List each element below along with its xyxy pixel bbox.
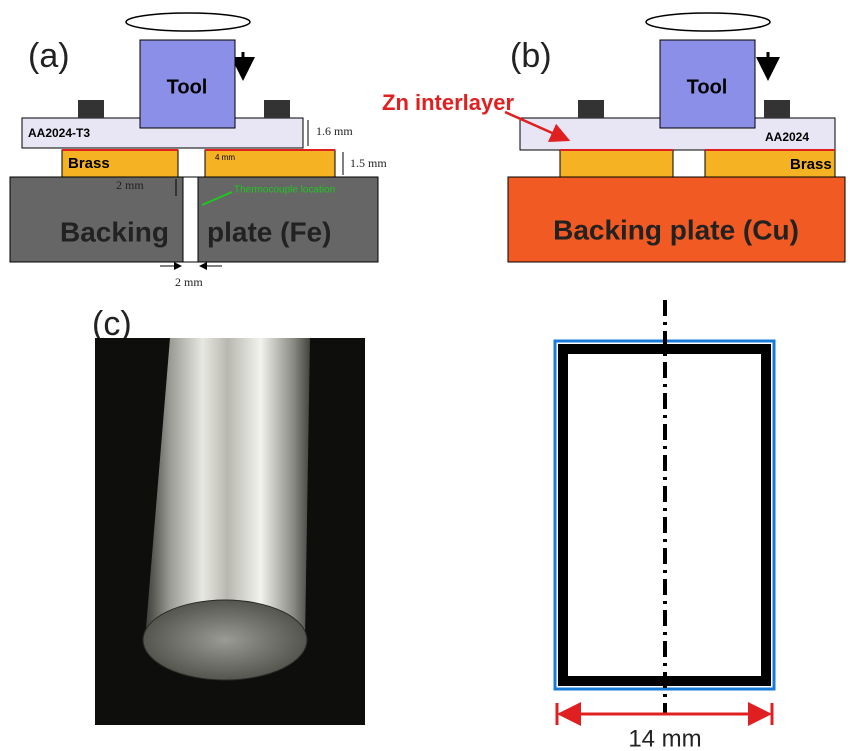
thermocouple-label: Thermocouple location <box>234 185 335 196</box>
plate-label: AA2024 <box>765 130 809 144</box>
panel-c: (c) 14 mm <box>92 300 774 751</box>
rod-end <box>143 600 307 680</box>
plate-label: AA2024-T3 <box>28 126 90 140</box>
backing-label: Backing <box>60 216 169 247</box>
dim-label: 1.5 mm <box>350 156 387 170</box>
rotation <box>126 13 250 31</box>
panel-label: (a) <box>28 37 70 75</box>
panel-label: (b) <box>510 37 552 75</box>
dim-label: 4 mm <box>215 153 235 162</box>
dim-label: 1.6 mm <box>316 124 353 138</box>
rod <box>145 338 310 640</box>
dim-label: 14 mm <box>628 725 701 751</box>
clamp <box>78 100 104 118</box>
clamp <box>264 100 290 118</box>
backing-label: Backing plate (Cu) <box>553 214 799 245</box>
dim-label: 2 mm <box>175 275 203 289</box>
panel-label: (c) <box>92 305 132 343</box>
brass-label: Brass <box>790 156 832 173</box>
tool-label: Tool <box>167 76 208 98</box>
brass <box>560 150 673 177</box>
slot <box>183 177 198 262</box>
interlayer-label: Zn interlayer <box>382 90 514 115</box>
panel-a: (a) Tool AA2024-T3 Brass Backing plate (… <box>10 13 387 289</box>
panel-b: (b) Tool AA2024 Brass Backing plate (Cu)… <box>382 13 845 262</box>
tool-label: Tool <box>687 76 728 98</box>
brass-label: Brass <box>68 155 110 172</box>
dim-label: 2 mm <box>116 178 144 192</box>
backing-label: plate (Fe) <box>207 216 331 247</box>
figure: (a) Tool AA2024-T3 Brass Backing plate (… <box>0 0 855 751</box>
